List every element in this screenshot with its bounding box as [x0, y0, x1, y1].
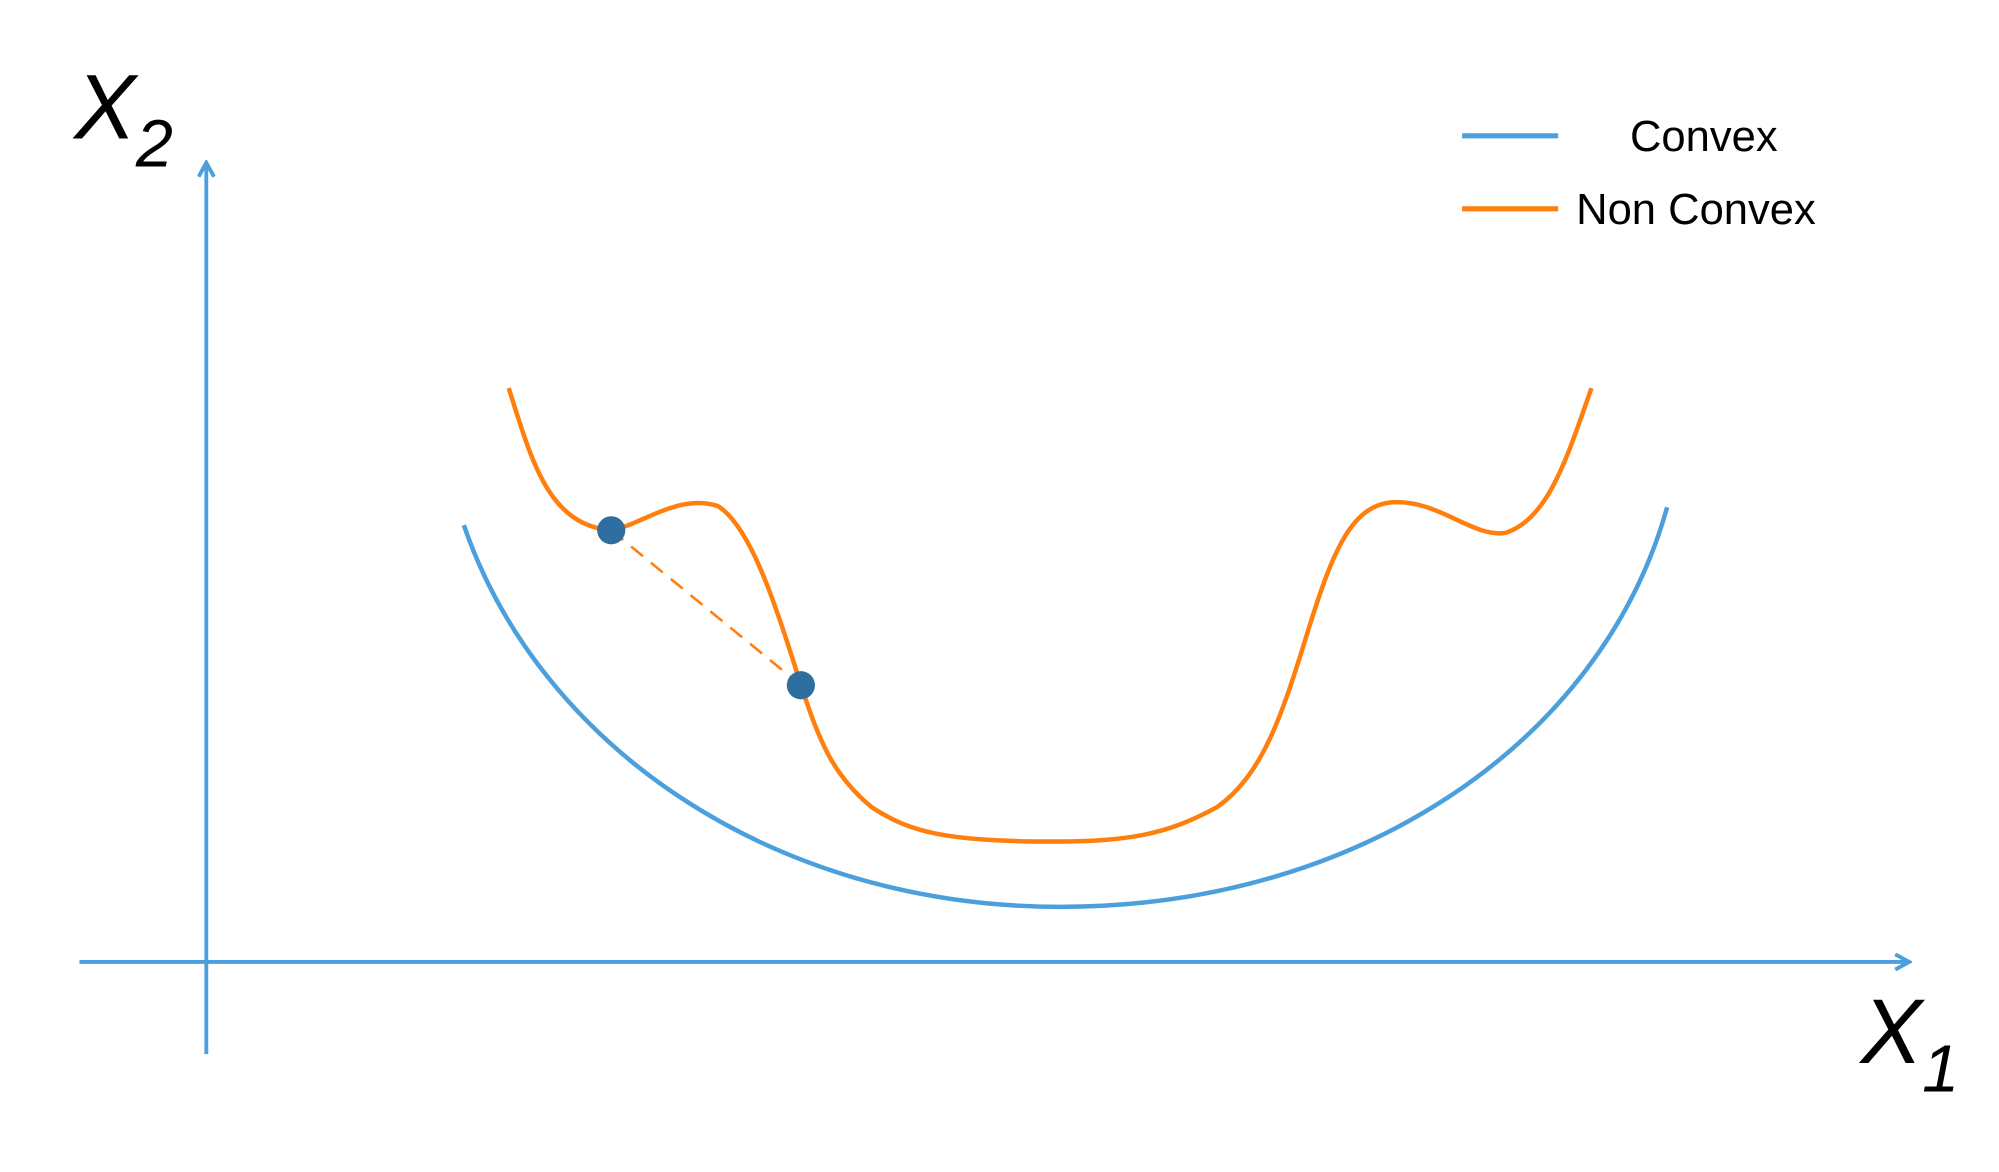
legend-label-non-convex: Non Convex: [1576, 186, 1816, 234]
x-axis-label: X1: [1859, 979, 1960, 1106]
non-convex-curve: [506, 387, 1594, 844]
convex-curve: [461, 506, 1670, 910]
legend-label-convex: Convex: [1630, 113, 1778, 161]
legend: Convex Non Convex: [1462, 113, 1816, 234]
chord-point-left: [597, 516, 626, 545]
chord-dashed-line: [610, 529, 802, 687]
y-axis-label: X2: [72, 54, 173, 181]
chord-point-right: [786, 671, 815, 700]
